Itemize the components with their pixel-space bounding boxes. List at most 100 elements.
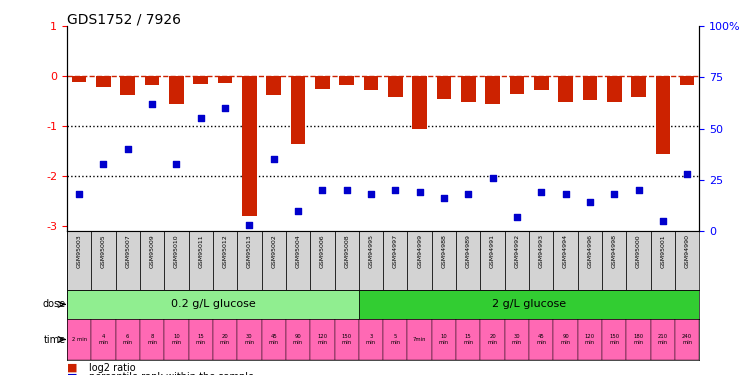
Text: percentile rank within the sample: percentile rank within the sample — [89, 372, 254, 375]
Text: GSM94995: GSM94995 — [368, 234, 373, 268]
Point — [536, 189, 548, 195]
Bar — [631, 76, 646, 97]
Bar — [286, 231, 310, 290]
Bar — [96, 76, 111, 87]
Point — [657, 218, 669, 224]
Bar — [364, 76, 378, 90]
Bar — [626, 231, 651, 290]
Text: dose: dose — [42, 299, 65, 309]
Bar — [359, 231, 383, 290]
Bar — [169, 76, 184, 104]
Text: 210
min: 210 min — [658, 334, 668, 345]
Bar — [481, 319, 504, 360]
Bar — [92, 319, 115, 360]
Point — [170, 160, 182, 166]
Point — [559, 191, 571, 197]
Text: 90
min: 90 min — [293, 334, 303, 345]
Text: GSM94994: GSM94994 — [563, 234, 568, 268]
Bar — [602, 231, 626, 290]
Bar — [534, 76, 548, 90]
Bar — [583, 76, 597, 100]
Bar — [315, 76, 330, 89]
Text: 7min: 7min — [413, 337, 426, 342]
Text: GSM95010: GSM95010 — [174, 234, 179, 268]
Bar — [266, 76, 281, 95]
Bar — [310, 319, 335, 360]
Point — [195, 116, 207, 122]
Text: GSM94996: GSM94996 — [588, 234, 592, 268]
Bar — [188, 319, 213, 360]
Text: GSM95013: GSM95013 — [247, 234, 252, 268]
Point — [97, 160, 109, 166]
Point — [316, 187, 328, 193]
Text: ■: ■ — [67, 372, 77, 375]
Text: 2 g/L glucose: 2 g/L glucose — [492, 299, 566, 309]
Text: GSM95001: GSM95001 — [661, 234, 665, 268]
Bar — [412, 76, 427, 129]
Bar — [437, 76, 452, 99]
Point — [584, 200, 596, 206]
Text: log2 ratio: log2 ratio — [89, 363, 136, 373]
Bar — [432, 231, 456, 290]
Bar — [140, 319, 164, 360]
Text: ■: ■ — [67, 363, 77, 373]
Point — [268, 156, 280, 162]
Point — [389, 187, 401, 193]
Text: 10
min: 10 min — [171, 334, 182, 345]
Bar — [67, 231, 92, 290]
Bar — [578, 231, 602, 290]
Bar — [388, 76, 403, 97]
Bar — [67, 290, 359, 319]
Bar — [675, 319, 699, 360]
Text: GSM95002: GSM95002 — [272, 234, 276, 268]
Bar — [485, 76, 500, 104]
Bar — [655, 76, 670, 154]
Text: 4
min: 4 min — [98, 334, 109, 345]
Bar — [193, 76, 208, 84]
Bar — [164, 319, 188, 360]
Bar — [383, 231, 408, 290]
Text: GSM94989: GSM94989 — [466, 234, 471, 268]
Bar — [504, 319, 529, 360]
Point — [292, 208, 304, 214]
Text: GSM95004: GSM95004 — [295, 234, 301, 268]
Bar — [339, 76, 354, 85]
Bar — [72, 76, 86, 82]
Point — [487, 175, 498, 181]
Text: GSM94997: GSM94997 — [393, 234, 398, 268]
Bar — [461, 76, 475, 102]
Text: GSM94988: GSM94988 — [441, 234, 446, 268]
Bar — [408, 231, 432, 290]
Point — [122, 146, 134, 152]
Text: 10
min: 10 min — [439, 334, 449, 345]
Text: 8
min: 8 min — [147, 334, 157, 345]
Bar — [510, 76, 525, 94]
Bar — [237, 231, 262, 290]
Bar — [383, 319, 408, 360]
Text: GSM95006: GSM95006 — [320, 234, 325, 268]
Text: 45
min: 45 min — [269, 334, 279, 345]
Point — [414, 189, 426, 195]
Bar — [213, 319, 237, 360]
Text: GSM94992: GSM94992 — [514, 234, 519, 268]
Bar — [359, 319, 383, 360]
Bar — [92, 231, 115, 290]
Bar — [529, 319, 554, 360]
Bar — [554, 319, 578, 360]
Text: 3
min: 3 min — [366, 334, 376, 345]
Point — [146, 101, 158, 107]
Text: 120
min: 120 min — [317, 334, 327, 345]
Bar — [237, 319, 262, 360]
Bar — [335, 319, 359, 360]
Point — [243, 222, 255, 228]
Point — [682, 171, 693, 177]
Text: 90
min: 90 min — [560, 334, 571, 345]
Bar — [335, 231, 359, 290]
Text: GSM94990: GSM94990 — [684, 234, 690, 268]
Text: GSM94998: GSM94998 — [612, 234, 617, 268]
Bar — [145, 76, 159, 85]
Bar — [286, 319, 310, 360]
Bar — [213, 231, 237, 290]
Text: 5
min: 5 min — [391, 334, 400, 345]
Bar — [408, 319, 432, 360]
